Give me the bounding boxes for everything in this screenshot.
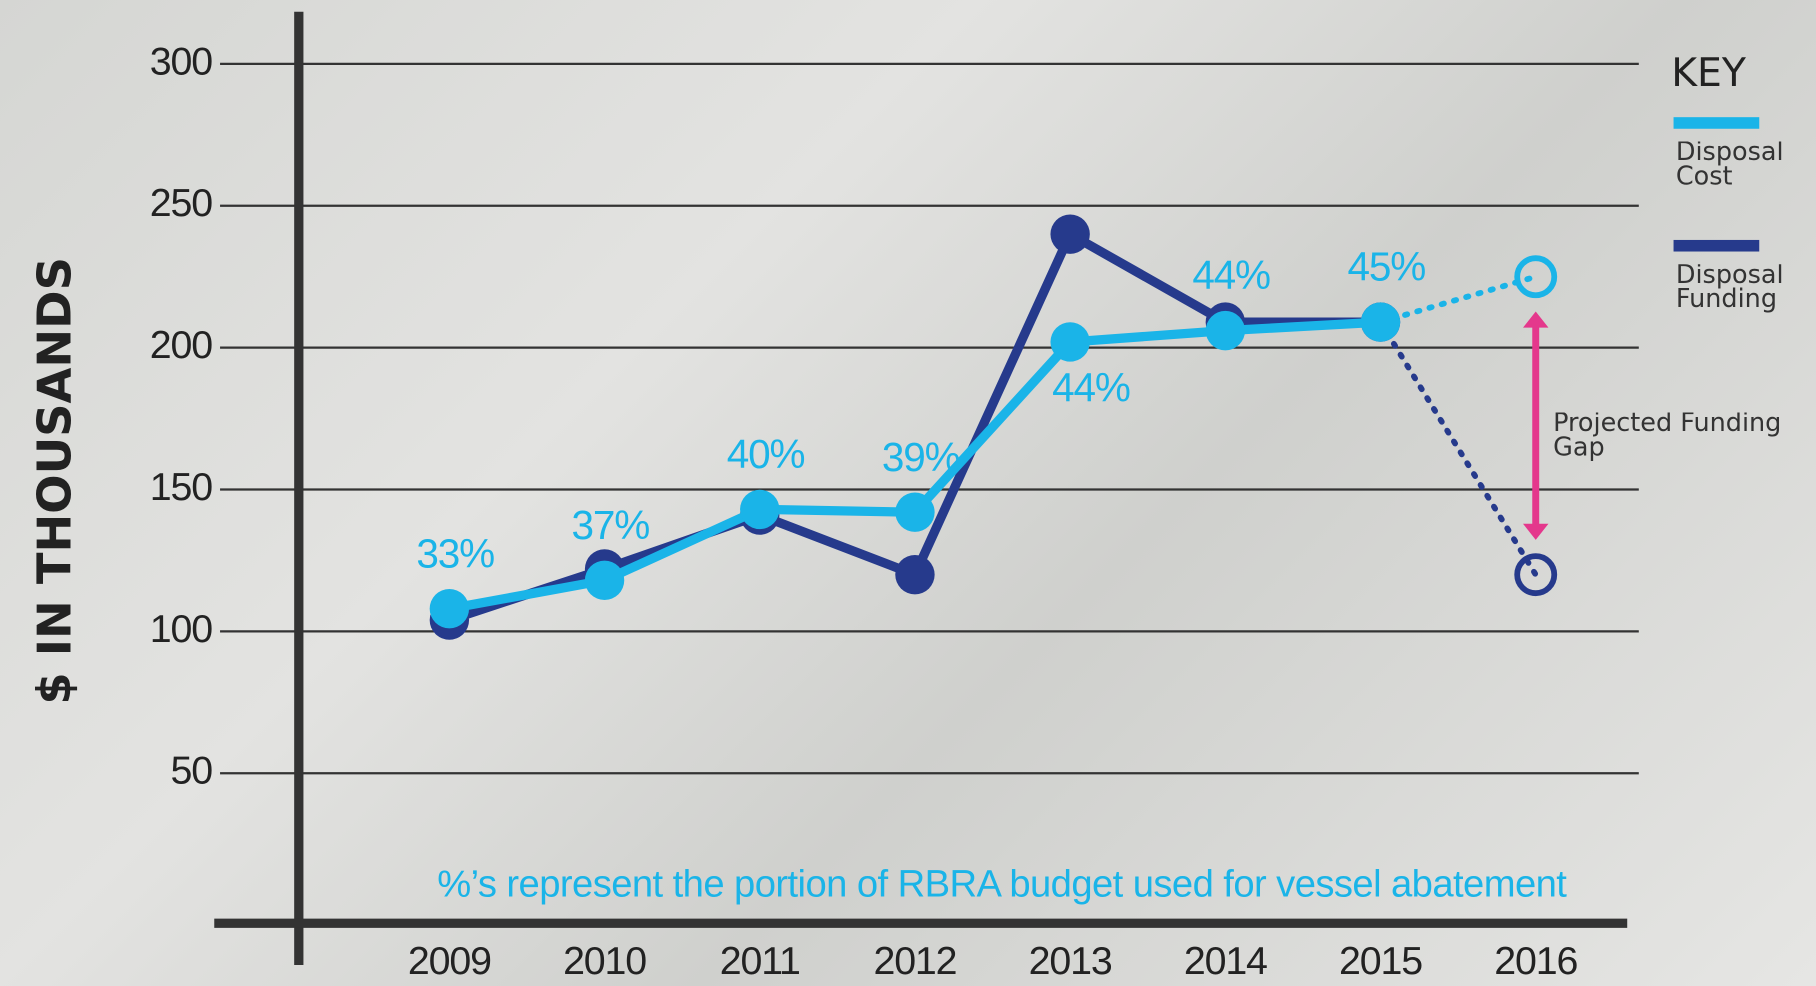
legend-swatch [1674,117,1760,129]
y-tick-label: 50 [170,749,212,793]
gap-annotation-box: Projected Funding Gap [1553,413,1785,482]
point [585,561,624,600]
legend-label-box: Disposal Cost [1676,141,1815,210]
legend-title: KEY [1671,50,1747,96]
value-label: 45% [1348,244,1426,290]
x-tick-label: 2010 [563,939,646,983]
y-tick-label: 150 [150,465,212,509]
value-label: 33% [416,530,494,576]
value-label: 37% [572,502,650,548]
x-tick-label: 2011 [720,939,800,983]
gap-arrowhead [1523,524,1548,540]
x-tick-label: 2014 [1184,939,1267,983]
point [1206,311,1245,350]
x-tick-label: 2013 [1029,939,1112,983]
point [740,490,779,529]
y-axis-label: $ IN THOUSANDS [27,257,81,705]
point [1050,214,1089,253]
x-tick-label: 2016 [1494,939,1577,983]
point [895,555,934,594]
point [430,589,469,628]
value-label: 44% [1052,364,1130,410]
projection-line [1381,322,1536,575]
value-label: 39% [882,434,960,480]
x-tick-label: 2012 [873,939,956,983]
y-tick-label: 250 [150,181,212,225]
point [895,493,934,532]
gap-annotation: Projected Funding Gap [1553,413,1785,461]
value-label: 40% [727,431,805,477]
y-tick-label: 300 [150,39,212,83]
legend-label-box: Disposal Funding [1676,264,1815,333]
page: {"chart_data": { "type": "line", "y_axis… [0,0,1816,986]
chart: $ IN THOUSANDS %’s represent the portion… [0,0,1816,986]
point [1050,322,1089,361]
point [1361,302,1400,341]
x-tick-label: 2015 [1339,939,1422,983]
legend-label: Disposal Funding [1676,264,1815,312]
y-tick-label: 200 [150,323,212,367]
value-label: 44% [1192,252,1270,298]
x-tick-label: 2009 [408,939,491,983]
note: %’s represent the portion of RBRA budget… [437,862,1567,905]
legend-swatch [1674,240,1760,252]
legend-label: Disposal Cost [1676,141,1815,189]
gap-arrowhead [1523,311,1548,327]
y-tick-label: 100 [150,607,212,651]
